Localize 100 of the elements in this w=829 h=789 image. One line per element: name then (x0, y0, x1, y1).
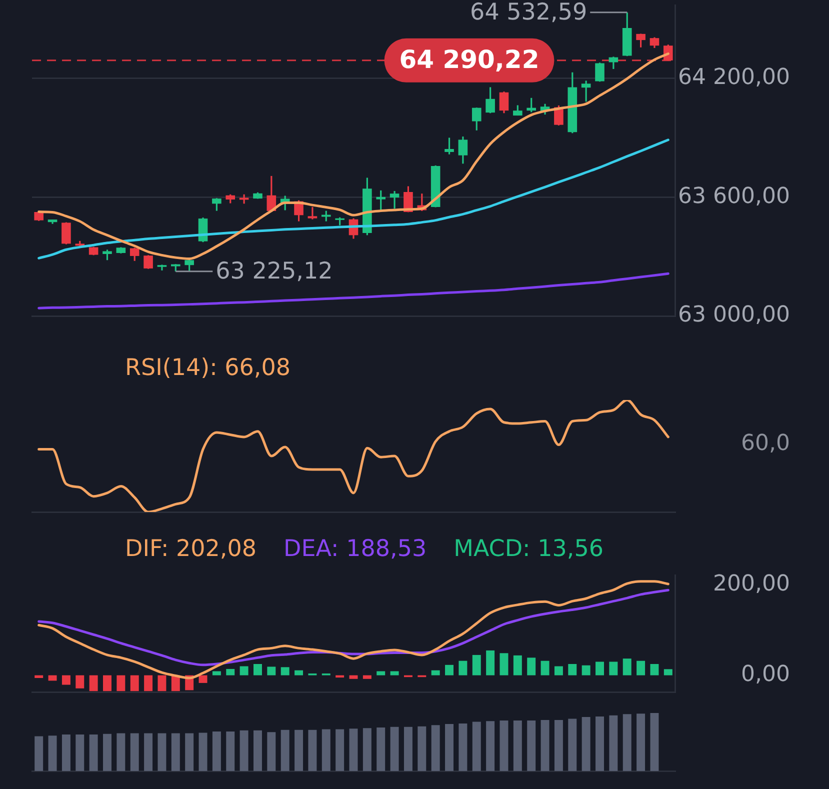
bar (185, 733, 194, 771)
bar (582, 665, 590, 676)
bar (540, 720, 550, 771)
bar (349, 675, 358, 679)
bar (527, 658, 536, 676)
bar (554, 666, 563, 676)
bar (89, 734, 98, 771)
bar (596, 662, 604, 676)
bar (596, 716, 604, 771)
bar (636, 660, 646, 676)
bar (404, 726, 412, 771)
bar (158, 675, 166, 692)
annotation: 63 225,12 (216, 258, 333, 284)
bar (486, 721, 495, 771)
bar (144, 733, 153, 771)
bar (554, 720, 563, 771)
bar (336, 729, 344, 771)
bar (144, 675, 153, 692)
bar (294, 670, 304, 676)
bar (513, 720, 522, 771)
bar (322, 729, 330, 771)
bar (622, 658, 632, 676)
bar (212, 671, 221, 676)
bar (294, 730, 304, 771)
bar (76, 734, 84, 771)
bar (458, 660, 468, 676)
bar (130, 733, 139, 771)
bar (280, 730, 290, 771)
bar (540, 660, 550, 676)
annotation: 64 532,59 (470, 0, 588, 26)
line-series (38, 138, 670, 260)
ref-line-label: 64 290,22 (399, 44, 540, 74)
bar (280, 667, 290, 676)
bar (89, 675, 98, 692)
bar (362, 675, 372, 679)
y-tick-label: 63 600,00 (678, 184, 790, 209)
bar (76, 675, 84, 688)
bar (116, 733, 126, 771)
bar (171, 733, 180, 771)
bar (253, 730, 262, 771)
bar (458, 723, 468, 771)
line-series (38, 580, 670, 680)
bar (513, 655, 522, 676)
y-tick-label: 0,00 (741, 662, 790, 688)
bar (62, 675, 70, 685)
bar (226, 668, 235, 676)
bar (103, 734, 112, 771)
bar (650, 664, 659, 676)
y-tick-label: 200,00 (713, 572, 790, 597)
bar (609, 662, 618, 676)
bar (253, 664, 262, 676)
bar (349, 728, 358, 771)
bar (664, 669, 672, 676)
y-tick-label: 63 000,00 (678, 302, 790, 328)
candlestick (308, 207, 318, 220)
bar (267, 666, 276, 676)
bar (500, 720, 508, 771)
chart-title: RSI(14): 66,08 (125, 355, 290, 381)
bar (609, 715, 618, 771)
bar (362, 728, 372, 771)
bar (267, 732, 276, 771)
bar (226, 732, 235, 771)
bar (34, 736, 44, 771)
bar (158, 733, 166, 771)
bar (527, 720, 536, 771)
bar (418, 726, 426, 771)
bar (116, 675, 126, 692)
bar (48, 736, 57, 771)
bar (431, 725, 440, 771)
bar (445, 724, 454, 771)
y-tick-label: 64 200,00 (678, 65, 790, 90)
text: MACD: 13,56 (454, 536, 604, 562)
bar (48, 675, 57, 681)
bar (390, 726, 399, 771)
bar (240, 730, 248, 771)
bar (240, 666, 248, 676)
bar (636, 714, 646, 771)
bar (103, 675, 112, 692)
bar (390, 671, 399, 676)
line-series (38, 588, 670, 666)
bar (198, 732, 208, 771)
bar (622, 714, 632, 771)
bar (650, 713, 659, 771)
candlestick (390, 191, 400, 209)
text: DEA: 188,53 (283, 536, 427, 562)
bar (568, 718, 577, 771)
bar (568, 664, 577, 676)
bar (62, 734, 70, 771)
bar (486, 650, 495, 676)
bar (500, 653, 508, 676)
bar (445, 664, 454, 676)
bar (308, 730, 317, 771)
bar (472, 722, 481, 771)
text: DIF: 202,08 (125, 536, 256, 562)
bar (431, 670, 440, 676)
bar (376, 728, 386, 771)
bar (376, 671, 386, 676)
bar (198, 675, 208, 683)
bar (130, 675, 139, 692)
bar (34, 675, 44, 678)
